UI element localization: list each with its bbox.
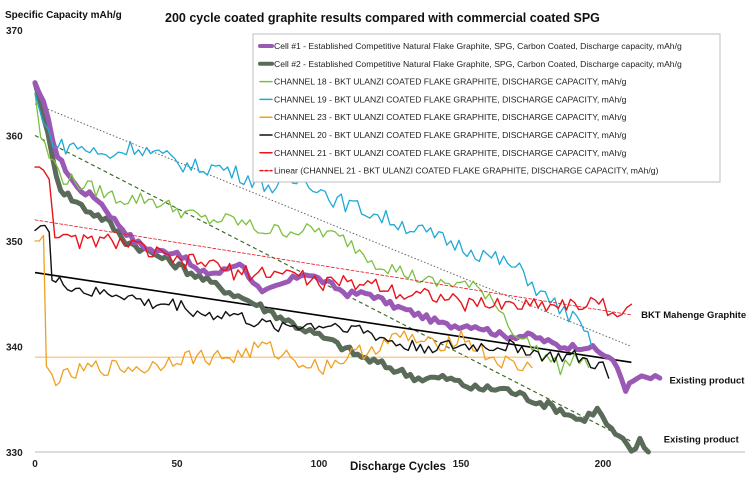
legend-entry: Linear (CHANNEL 21 - BKT ULANZI COATED F… xyxy=(274,166,659,176)
legend-entry: CHANNEL 18 - BKT ULANZI COATED FLAKE GRA… xyxy=(274,77,627,87)
x-tick-label: 150 xyxy=(453,459,470,470)
legend-box xyxy=(252,33,721,183)
series-line-1 xyxy=(32,80,663,394)
legend-entry: CHANNEL 19 - BKT ULANZI COATED FLAKE GRA… xyxy=(274,94,627,104)
series-line-7 xyxy=(34,166,633,318)
y-tick-label: 370 xyxy=(6,26,23,37)
annotation-label: Existing product xyxy=(664,434,740,445)
trendline xyxy=(34,271,632,364)
series-line-4 xyxy=(34,92,593,348)
legend-entry: Cell #1 - Established Competitive Natura… xyxy=(274,41,682,51)
x-axis: 0 50 100 150 200 xyxy=(32,459,612,470)
trendline xyxy=(34,103,632,347)
x-tick-label: 50 xyxy=(171,459,183,470)
x-axis-label: Discharge Cycles xyxy=(350,461,446,473)
y-tick-label: 340 xyxy=(6,343,23,354)
series-line-2 xyxy=(32,80,651,455)
series-lines xyxy=(32,80,663,455)
annotations: BKT Mahenge Graphite Existing product Exis… xyxy=(641,310,746,445)
x-tick-label: 100 xyxy=(311,459,328,470)
series-line-8 xyxy=(34,219,632,316)
x-tick-label: 200 xyxy=(595,459,612,470)
y-axis-label: Specific Capacity mAh/g xyxy=(5,10,122,21)
series-line-3 xyxy=(34,92,590,376)
legend-entry: CHANNEL 20 - BKT ULANZI COATED FLAKE GRA… xyxy=(274,130,627,140)
legend-entry: Cell #2 - Established Competitive Natura… xyxy=(274,59,682,69)
annotation-label: BKT Mahenge Graphite xyxy=(641,310,746,321)
legend-entry: CHANNEL 23 - BKT ULANZI COATED FLAKE GRA… xyxy=(274,112,627,122)
y-tick-label: 350 xyxy=(6,237,23,248)
y-tick-label: 360 xyxy=(6,132,23,143)
chart-title: 200 cycle coated graphite results compar… xyxy=(165,11,600,25)
y-axis: 330 340 350 360 370 xyxy=(6,26,23,459)
y-tick-label: 330 xyxy=(6,448,23,459)
x-tick-label: 0 xyxy=(32,459,38,470)
series-line-6 xyxy=(34,224,610,379)
annotation-label: Existing product xyxy=(669,375,745,386)
trendlines xyxy=(34,103,632,442)
legend: Cell #1 - Established Competitive Natura… xyxy=(252,33,721,183)
legend-entry: CHANNEL 21 - BKT ULANZI COATED FLAKE GRA… xyxy=(274,148,627,158)
